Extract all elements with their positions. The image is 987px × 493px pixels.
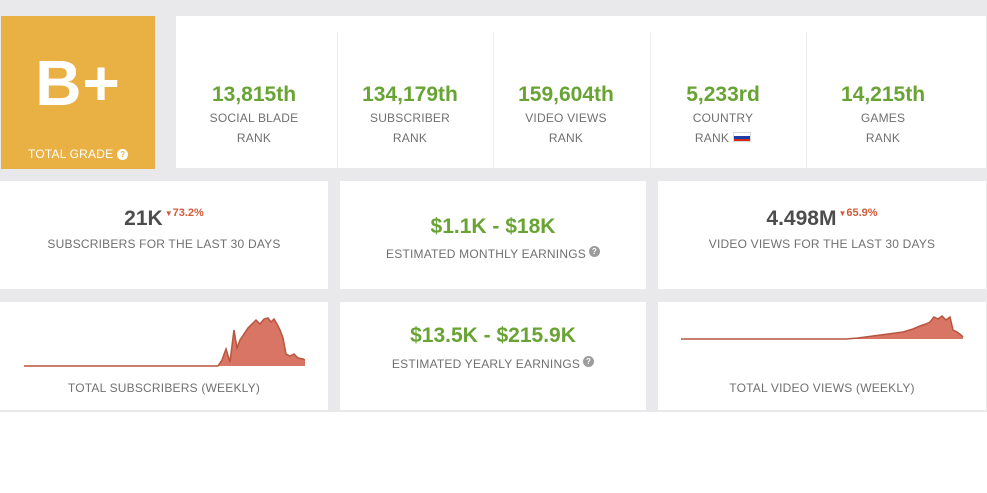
rank-divider xyxy=(806,32,807,170)
views-chart-card: TOTAL VIDEO VIEWS (WEEKLY) xyxy=(658,302,986,410)
views-30d-label: VIDEO VIEWS FOR THE LAST 30 DAYS xyxy=(708,237,936,251)
views-30d-change: ▼65.9% xyxy=(838,207,877,219)
subscribers-sparkline xyxy=(24,317,306,367)
subscribers-30d-card: 21K ▼73.2% SUBSCRIBERS FOR THE LAST 30 DA… xyxy=(0,181,328,289)
stat-main: 21K ▼73.2% xyxy=(0,207,328,231)
grade-label-row: TOTAL GRADE ? xyxy=(28,147,129,161)
rank-label: RANK xyxy=(392,131,428,145)
views-30d-value: 4.498M xyxy=(766,207,837,230)
question-circle-icon[interactable]: ? xyxy=(583,356,595,367)
subscribers-30d-value: 21K xyxy=(124,207,163,230)
rank-label-row: RANK xyxy=(645,129,801,148)
yearly-earnings-label: ESTIMATED YEARLY EARNINGS xyxy=(391,357,581,371)
rank-label: VIDEO VIEWS xyxy=(525,111,607,125)
rank-label: SOCIAL BLADE xyxy=(209,111,299,125)
rank-label: RANK xyxy=(548,131,584,145)
rank-label: RANK xyxy=(694,131,730,145)
views-area xyxy=(681,316,963,339)
yearly-earnings-value: $13.5K - $215.9K xyxy=(410,324,576,347)
rank-label: SUBSCRIBER xyxy=(369,111,451,125)
views-line xyxy=(681,315,964,340)
stat-main: $1.1K - $18K xyxy=(340,215,646,239)
rank-divider xyxy=(650,32,651,170)
yearly-earnings-card: $13.5K - $215.9K ESTIMATED YEARLY EARNIN… xyxy=(340,302,646,410)
rank-label: RANK xyxy=(865,131,901,145)
views-30d-card: 4.498M ▼65.9% VIDEO VIEWS FOR THE LAST 30… xyxy=(658,181,986,289)
views-sparkline xyxy=(681,315,964,340)
rank-value: 14,215th xyxy=(840,83,926,106)
grade-value: B+ xyxy=(35,47,121,119)
video-views-rank: 159,604th VIDEO VIEWS RANK xyxy=(488,82,644,148)
games-rank: 14,215th GAMES RANK xyxy=(805,82,961,148)
monthly-earnings-label: ESTIMATED MONTHLY EARNINGS xyxy=(386,247,586,261)
triangle-down-icon: ▼ xyxy=(838,209,847,218)
views-chart-label: TOTAL VIDEO VIEWS (WEEKLY) xyxy=(729,381,915,395)
page-footer-area xyxy=(0,412,987,493)
rank-label: RANK xyxy=(236,131,272,145)
subscribers-30d-label: SUBSCRIBERS FOR THE LAST 30 DAYS xyxy=(47,237,281,251)
subscribers-chart-label: TOTAL SUBSCRIBERS (WEEKLY) xyxy=(67,381,261,395)
social-blade-rank: 13,815th SOCIAL BLADE RANK xyxy=(176,82,332,148)
rank-divider xyxy=(493,32,494,170)
change-percent: 73.2% xyxy=(172,207,204,219)
ranks-card: 13,815th SOCIAL BLADE RANK 134,179th SUB… xyxy=(176,16,986,170)
rank-value: 5,233rd xyxy=(686,83,760,106)
grade-label: TOTAL GRADE xyxy=(28,147,114,161)
russia-flag-icon[interactable] xyxy=(733,132,752,142)
subscribers-line xyxy=(24,317,306,367)
stat-main: $13.5K - $215.9K xyxy=(340,324,646,348)
triangle-down-icon: ▼ xyxy=(164,209,173,218)
monthly-earnings-card: $1.1K - $18K ESTIMATED MONTHLY EARNINGS? xyxy=(340,181,646,289)
rank-label: GAMES xyxy=(860,111,906,125)
yearly-earnings-label-row: ESTIMATED YEARLY EARNINGS? xyxy=(340,356,646,371)
rank-value: 13,815th xyxy=(211,83,297,106)
monthly-earnings-value: $1.1K - $18K xyxy=(430,215,556,238)
question-circle-icon[interactable]: ? xyxy=(117,148,129,160)
question-circle-icon[interactable]: ? xyxy=(588,246,600,257)
subscribers-area xyxy=(24,318,305,366)
rank-divider xyxy=(337,32,338,170)
stat-main: 4.498M ▼65.9% xyxy=(658,207,986,231)
change-percent: 65.9% xyxy=(846,207,878,219)
subscriber-rank: 134,179th SUBSCRIBER RANK xyxy=(332,82,488,148)
subscribers-chart-card: TOTAL SUBSCRIBERS (WEEKLY) xyxy=(0,302,328,410)
rank-value: 159,604th xyxy=(518,83,614,106)
monthly-earnings-label-row: ESTIMATED MONTHLY EARNINGS? xyxy=(340,246,646,261)
country-rank: 5,233rd COUNTRY RANK xyxy=(645,82,801,148)
rank-value: 134,179th xyxy=(362,83,458,106)
rank-label: COUNTRY xyxy=(692,111,754,125)
total-grade-card: B+ TOTAL GRADE ? xyxy=(1,16,155,169)
subscribers-30d-change: ▼73.2% xyxy=(165,207,204,219)
